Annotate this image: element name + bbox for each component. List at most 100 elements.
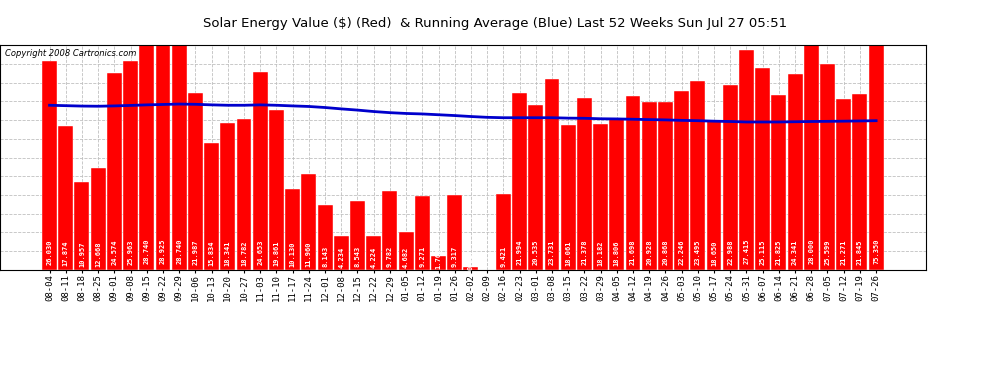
Text: Solar Energy Value ($) (Red)  & Running Average (Blue) Last 52 Weeks Sun Jul 27 : Solar Energy Value ($) (Red) & Running A… <box>203 17 787 30</box>
Text: 8.543: 8.543 <box>354 246 360 267</box>
Text: 21.845: 21.845 <box>857 240 863 265</box>
Bar <box>58 126 73 270</box>
Bar <box>399 232 414 270</box>
Text: 4.682: 4.682 <box>403 247 409 268</box>
Text: 75.350: 75.350 <box>873 239 879 264</box>
Text: 21.987: 21.987 <box>192 240 198 265</box>
Text: 21.825: 21.825 <box>776 240 782 265</box>
Text: 12.668: 12.668 <box>95 241 101 267</box>
Bar <box>334 236 348 270</box>
Bar <box>350 201 365 270</box>
Bar <box>447 195 462 270</box>
Bar <box>560 125 575 270</box>
Bar <box>755 68 770 270</box>
Text: 28.000: 28.000 <box>808 239 815 264</box>
Text: 18.061: 18.061 <box>565 240 571 266</box>
Bar <box>155 45 170 270</box>
Bar <box>74 182 89 270</box>
Text: 18.650: 18.650 <box>711 240 717 266</box>
Text: 9.782: 9.782 <box>387 246 393 267</box>
Bar <box>123 62 138 270</box>
Text: 23.731: 23.731 <box>549 240 555 265</box>
Text: 9.421: 9.421 <box>500 246 506 267</box>
Text: 10.957: 10.957 <box>79 242 85 267</box>
Text: 10.130: 10.130 <box>290 242 296 267</box>
Bar <box>431 256 446 270</box>
Text: 21.994: 21.994 <box>517 240 523 265</box>
Bar <box>140 45 154 270</box>
Bar <box>609 119 625 270</box>
Bar <box>204 143 219 270</box>
Bar <box>577 98 592 270</box>
Text: 18.182: 18.182 <box>598 240 604 266</box>
Text: 17.874: 17.874 <box>62 240 68 266</box>
Bar <box>674 91 689 270</box>
Text: 28.740: 28.740 <box>176 239 182 264</box>
Text: 1.765: 1.765 <box>436 247 442 268</box>
Text: 11.960: 11.960 <box>306 242 312 267</box>
Text: 20.868: 20.868 <box>662 240 668 266</box>
Text: 24.341: 24.341 <box>792 239 798 265</box>
Bar <box>512 93 527 270</box>
Bar <box>188 93 203 270</box>
Text: 28.740: 28.740 <box>144 239 149 264</box>
Bar <box>43 61 57 270</box>
Text: 9.271: 9.271 <box>420 246 426 267</box>
Bar <box>837 99 851 270</box>
Bar <box>496 194 511 270</box>
Bar <box>318 205 333 270</box>
Bar <box>739 50 754 270</box>
Text: 21.698: 21.698 <box>630 240 636 265</box>
Text: 24.653: 24.653 <box>257 239 263 265</box>
Text: 20.928: 20.928 <box>646 240 652 266</box>
Bar <box>658 102 673 270</box>
Bar <box>544 79 559 270</box>
Bar <box>171 45 187 270</box>
Text: 21.378: 21.378 <box>581 240 587 266</box>
Text: 27.415: 27.415 <box>743 239 749 264</box>
Bar <box>788 74 803 270</box>
Bar <box>707 120 722 270</box>
Text: 22.246: 22.246 <box>678 240 685 265</box>
Bar <box>382 191 397 270</box>
Text: 0.317: 0.317 <box>468 248 474 270</box>
Text: 25.963: 25.963 <box>128 239 134 265</box>
Bar <box>771 94 786 270</box>
Text: Copyright 2008 Cartronics.com: Copyright 2008 Cartronics.com <box>5 50 136 58</box>
Text: 25.115: 25.115 <box>759 239 765 265</box>
Bar <box>593 124 608 270</box>
Text: 4.224: 4.224 <box>370 247 376 268</box>
Bar <box>868 45 884 270</box>
Bar <box>642 102 656 270</box>
Text: 24.574: 24.574 <box>111 239 118 265</box>
Text: 9.317: 9.317 <box>451 246 457 267</box>
Bar <box>804 45 819 270</box>
Text: 22.988: 22.988 <box>728 240 734 265</box>
Bar <box>269 110 284 270</box>
Bar <box>852 94 867 270</box>
Bar <box>415 195 430 270</box>
Bar <box>107 72 122 270</box>
Bar <box>463 267 478 270</box>
Text: 28.925: 28.925 <box>160 239 166 264</box>
Text: 18.806: 18.806 <box>614 240 620 266</box>
Text: 18.782: 18.782 <box>241 240 248 266</box>
Text: 8.143: 8.143 <box>322 246 328 267</box>
Bar <box>252 72 267 270</box>
Bar <box>723 85 738 270</box>
Bar <box>301 174 317 270</box>
Text: 26.030: 26.030 <box>47 239 52 265</box>
Text: 15.834: 15.834 <box>209 241 215 266</box>
Bar <box>820 64 835 270</box>
Bar <box>91 168 106 270</box>
Text: 25.599: 25.599 <box>825 239 831 265</box>
Bar <box>626 96 641 270</box>
Text: 20.535: 20.535 <box>533 240 539 266</box>
Text: 23.495: 23.495 <box>695 240 701 265</box>
Bar <box>285 189 300 270</box>
Bar <box>237 119 251 270</box>
Text: 21.271: 21.271 <box>841 240 846 266</box>
Bar <box>221 123 236 270</box>
Text: 4.234: 4.234 <box>339 247 345 268</box>
Text: 18.341: 18.341 <box>225 240 231 266</box>
